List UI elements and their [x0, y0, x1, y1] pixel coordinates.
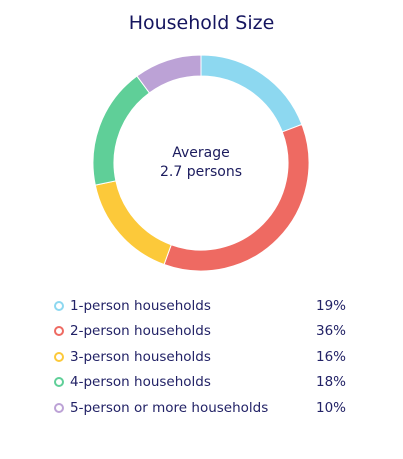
- legend-percent: 36%: [315, 323, 346, 340]
- donut-chart: [90, 52, 312, 274]
- legend-marker: [54, 326, 64, 337]
- legend-percent: 16%: [315, 348, 346, 365]
- legend-item-2[interactable]: 2-person households 36%: [54, 319, 346, 345]
- donut-slice-5[interactable]: [136, 54, 202, 94]
- legend-percent: 18%: [315, 374, 346, 391]
- legend-label: 2-person households: [70, 323, 211, 340]
- donut-center: Average 2.7 persons: [90, 52, 312, 274]
- legend-label: 3-person households: [70, 348, 211, 365]
- chart-title: Household Size: [128, 12, 275, 34]
- legend-item-1[interactable]: 1-person households 19%: [54, 293, 346, 319]
- legend-label: 4-person households: [70, 374, 211, 391]
- legend-label: 5-person or more households: [70, 399, 269, 416]
- legend-marker: [54, 300, 64, 311]
- legend-item-4[interactable]: 4-person households 18%: [54, 370, 346, 396]
- center-value: 2.7 persons: [160, 164, 242, 180]
- legend-percent: 10%: [315, 399, 346, 416]
- chart-legend: 1-person households 19% 2-person household…: [54, 293, 346, 421]
- legend-item-3[interactable]: 3-person households 16%: [54, 344, 346, 370]
- legend-marker: [54, 402, 64, 413]
- legend-label: 1-person households: [70, 297, 211, 314]
- donut-svg: [92, 54, 310, 272]
- legend-item-5[interactable]: 5-person or more households 10%: [54, 395, 346, 421]
- legend-percent: 19%: [315, 297, 346, 314]
- center-label: Average: [172, 145, 230, 161]
- legend-marker: [54, 377, 64, 388]
- legend-marker: [54, 351, 64, 362]
